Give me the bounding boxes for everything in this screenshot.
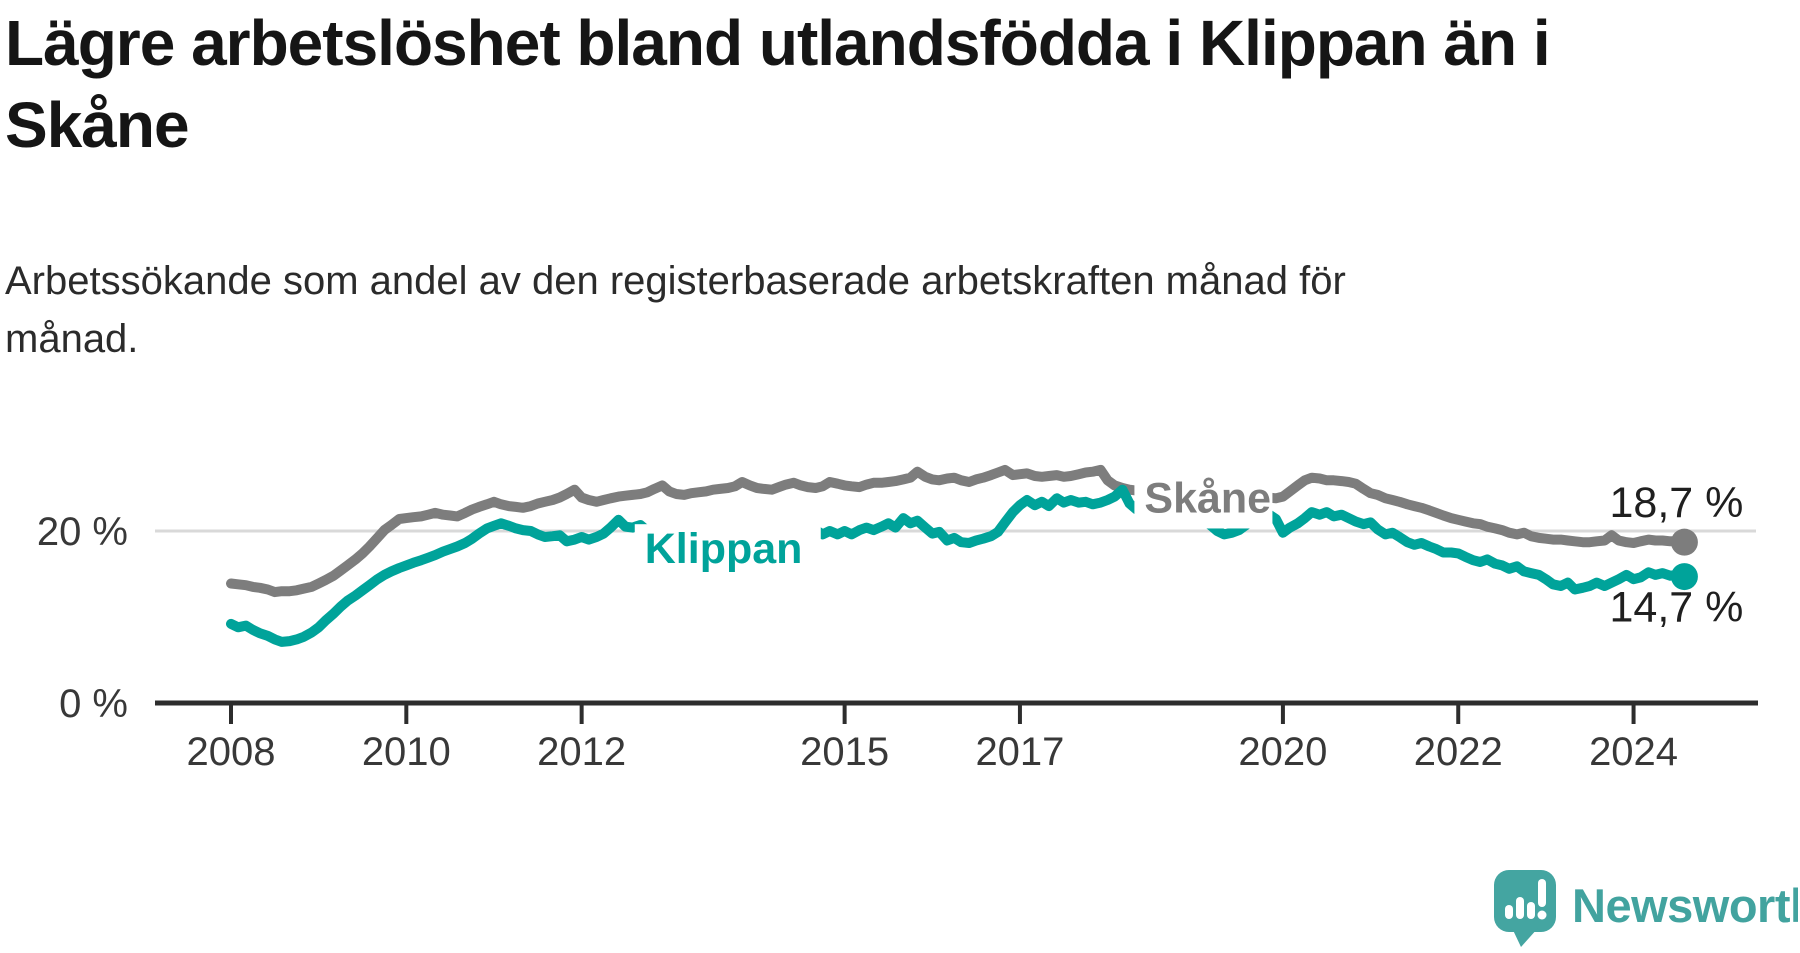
end-dot-klippan [1670, 563, 1698, 591]
chart-subtitle-line2: månad. [5, 317, 139, 361]
end-value-label-skane: 18,7 % [1610, 479, 1744, 527]
logo-bar-2 [1516, 897, 1524, 919]
series-line-skane [226, 464, 1690, 598]
x-tick-label-2024: 2024 [1589, 730, 1678, 774]
series-label-mask-klippan [634, 524, 821, 580]
x-tick-label-2022: 2022 [1414, 730, 1503, 774]
logo-bar-3 [1527, 902, 1535, 919]
end-dot-skane [1670, 528, 1698, 556]
x-tick-label-2020: 2020 [1238, 730, 1327, 774]
logo-exclamation-dot [1537, 910, 1547, 920]
x-tick-label-2010: 2010 [362, 730, 451, 774]
y-tick-label-0-percent: 0 % [59, 682, 128, 726]
series-line-klippan [226, 484, 1690, 647]
page-title: Lägre arbetslöshet bland utlandsfödda i … [5, 2, 1745, 166]
x-tick-label-2008: 2008 [187, 730, 276, 774]
chart-subtitle-line1: Arbetssökande som andel av den registerb… [5, 259, 1346, 303]
newsworthy-logo: Newsworthy [1488, 860, 1800, 953]
y-tick-label-20-percent: 20 % [37, 510, 128, 554]
x-tick-label-2012: 2012 [537, 730, 626, 774]
newsworthy-logo-graphic: Newsworthy [1494, 870, 1800, 947]
chart-subtitle: Arbetssökande som andel av den registerb… [5, 252, 1505, 368]
end-value-label-klippan: 14,7 % [1610, 584, 1744, 632]
page-title-line2: Skåne [5, 89, 190, 161]
page-title-line1: Lägre arbetslöshet bland utlandsfödda i … [5, 7, 1551, 79]
newsworthy-speech-bubble-icon [1494, 870, 1556, 947]
series-label-klippan: Klippan [645, 525, 803, 573]
x-tick-label-2015: 2015 [800, 730, 889, 774]
series-label-skane: Skåne [1144, 474, 1271, 522]
newsworthy-wordmark: Newsworthy [1572, 879, 1798, 932]
logo-bar-1 [1505, 905, 1513, 919]
logo-exclamation-bar [1538, 879, 1546, 907]
series-label-mask-skane [1134, 473, 1273, 529]
x-tick-label-2017: 2017 [975, 730, 1064, 774]
